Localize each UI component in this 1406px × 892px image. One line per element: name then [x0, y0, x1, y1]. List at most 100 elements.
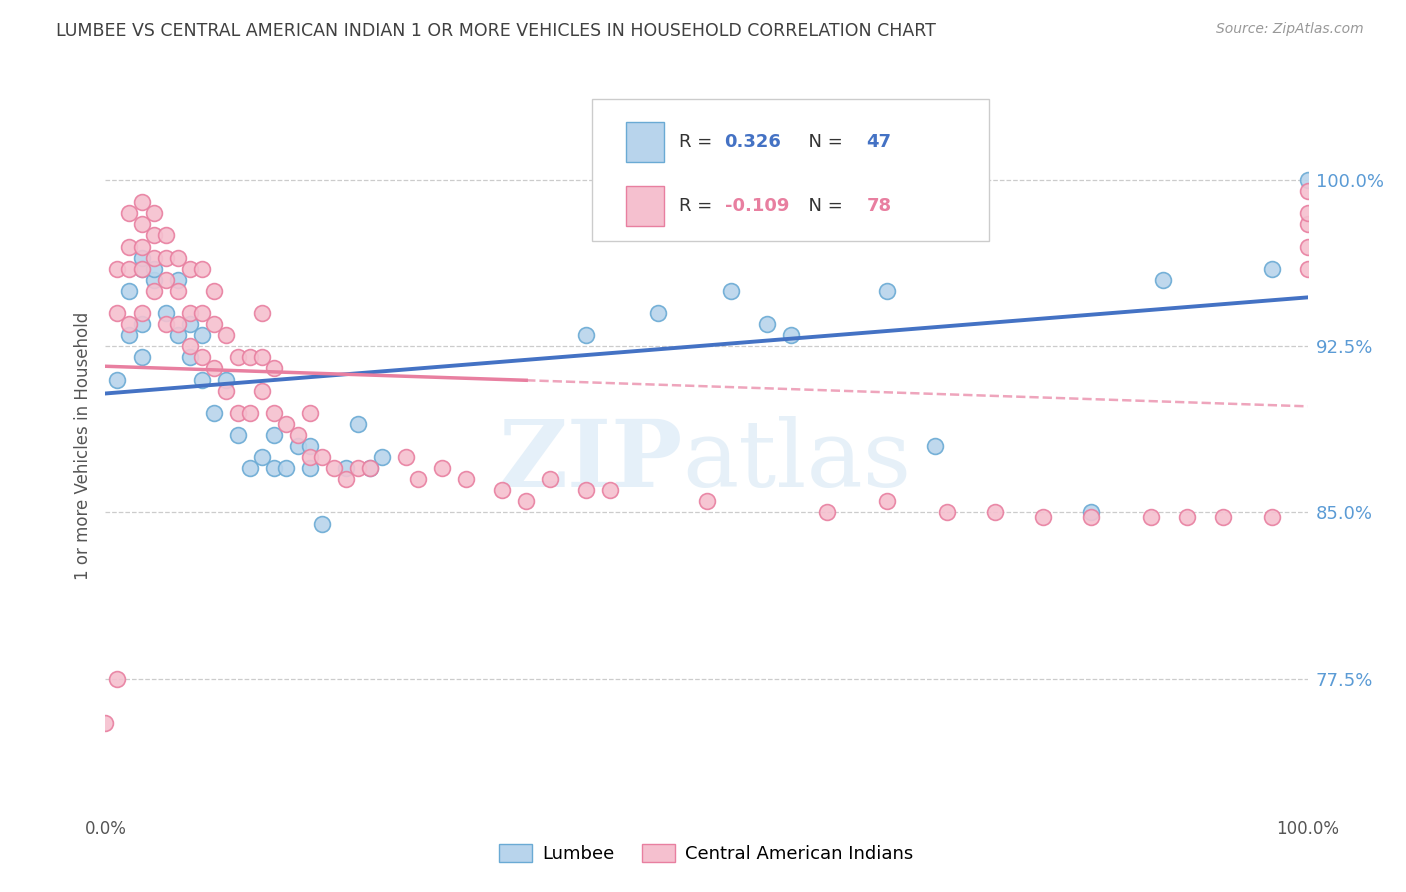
Point	[239, 461, 262, 475]
Point	[142, 273, 165, 287]
Point	[179, 351, 201, 365]
Point	[647, 306, 669, 320]
Point	[190, 261, 212, 276]
Point	[118, 206, 141, 220]
Point	[142, 261, 165, 276]
Text: 78: 78	[866, 197, 891, 215]
Text: R =: R =	[679, 133, 718, 151]
Point	[936, 506, 959, 520]
Point	[155, 317, 177, 331]
Point	[239, 406, 262, 420]
Point	[311, 516, 333, 531]
Point	[226, 406, 249, 420]
Point	[155, 273, 177, 287]
Point	[575, 328, 598, 343]
Point	[250, 306, 273, 320]
Point	[298, 450, 321, 464]
Point	[1296, 261, 1319, 276]
Point	[166, 273, 188, 287]
Point	[696, 494, 718, 508]
Text: R =: R =	[679, 197, 718, 215]
Point	[322, 461, 344, 475]
Point	[263, 461, 285, 475]
Point	[155, 251, 177, 265]
Point	[347, 417, 370, 431]
Point	[274, 417, 297, 431]
Point	[720, 284, 742, 298]
Point	[118, 261, 141, 276]
Point	[179, 317, 201, 331]
Point	[298, 461, 321, 475]
Point	[876, 494, 898, 508]
Point	[395, 450, 418, 464]
Point	[335, 461, 357, 475]
FancyBboxPatch shape	[592, 99, 988, 241]
Point	[311, 450, 333, 464]
Y-axis label: 1 or more Vehicles in Household: 1 or more Vehicles in Household	[73, 312, 91, 580]
Point	[515, 494, 537, 508]
Point	[142, 284, 165, 298]
Point	[166, 317, 188, 331]
Point	[190, 328, 212, 343]
Point	[214, 372, 236, 386]
Point	[250, 450, 273, 464]
Text: N =: N =	[797, 133, 848, 151]
Point	[876, 284, 898, 298]
Point	[371, 450, 394, 464]
Text: atlas: atlas	[682, 416, 911, 506]
Point	[94, 716, 117, 731]
Point	[131, 306, 153, 320]
Point	[166, 284, 188, 298]
Point	[250, 384, 273, 398]
Point	[166, 251, 188, 265]
Point	[118, 317, 141, 331]
Point	[131, 317, 153, 331]
Point	[263, 361, 285, 376]
Point	[155, 306, 177, 320]
Point	[599, 483, 621, 498]
Point	[131, 261, 153, 276]
Point	[359, 461, 381, 475]
Point	[118, 328, 141, 343]
Point	[226, 351, 249, 365]
Point	[1296, 184, 1319, 198]
Point	[779, 328, 801, 343]
Point	[131, 218, 153, 232]
Point	[1140, 510, 1163, 524]
Point	[287, 428, 309, 442]
Point	[166, 328, 188, 343]
Point	[335, 472, 357, 486]
Point	[142, 228, 165, 243]
Point	[298, 439, 321, 453]
FancyBboxPatch shape	[626, 186, 665, 226]
Point	[454, 472, 477, 486]
Point	[118, 239, 141, 253]
Point	[214, 328, 236, 343]
Point	[202, 284, 225, 298]
Point	[202, 317, 225, 331]
Point	[107, 372, 129, 386]
Point	[131, 261, 153, 276]
Point	[179, 261, 201, 276]
Point	[287, 439, 309, 453]
Text: 0.326: 0.326	[724, 133, 782, 151]
Point	[1296, 206, 1319, 220]
Point	[359, 461, 381, 475]
Point	[179, 339, 201, 353]
Point	[107, 306, 129, 320]
Point	[107, 672, 129, 686]
Point	[263, 428, 285, 442]
Text: ZIP: ZIP	[498, 416, 682, 506]
Point	[755, 317, 778, 331]
Text: Source: ZipAtlas.com: Source: ZipAtlas.com	[1216, 22, 1364, 37]
Text: N =: N =	[797, 197, 848, 215]
Text: LUMBEE VS CENTRAL AMERICAN INDIAN 1 OR MORE VEHICLES IN HOUSEHOLD CORRELATION CH: LUMBEE VS CENTRAL AMERICAN INDIAN 1 OR M…	[56, 22, 936, 40]
Point	[131, 195, 153, 210]
Point	[924, 439, 946, 453]
Point	[239, 351, 262, 365]
Point	[107, 261, 129, 276]
Text: -0.109: -0.109	[724, 197, 789, 215]
FancyBboxPatch shape	[626, 121, 665, 161]
Point	[538, 472, 561, 486]
Point	[1296, 173, 1319, 187]
